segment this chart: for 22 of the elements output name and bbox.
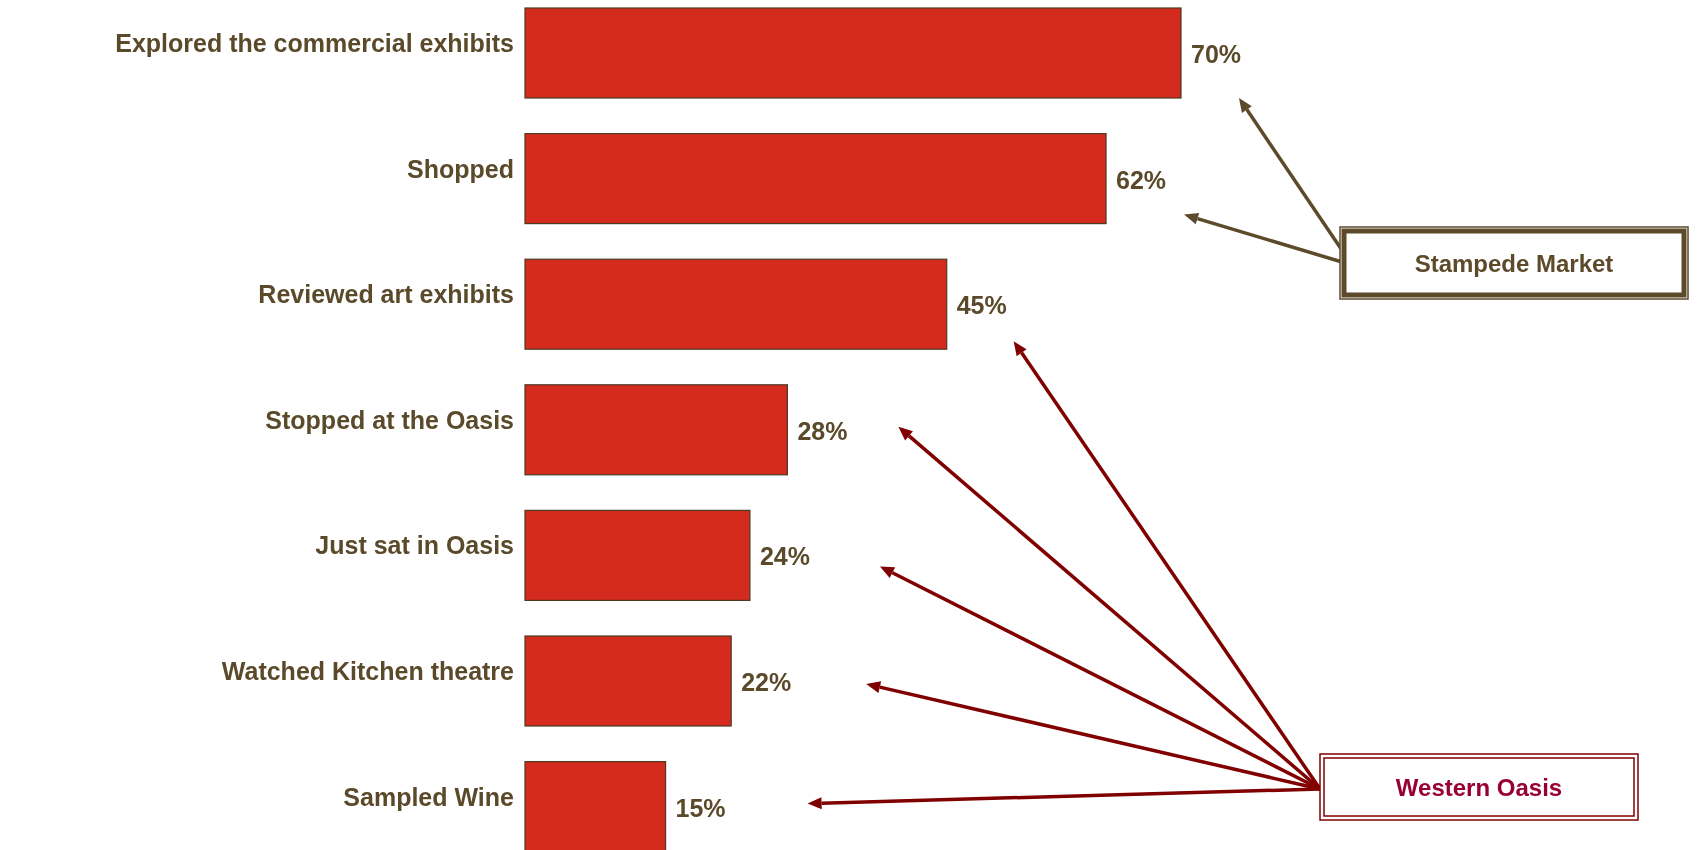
text: Western Oasis — [1395, 774, 1563, 801]
data-label: 24% — [759, 542, 810, 571]
y-tick-label: Shopped — [407, 154, 514, 183]
bar — [524, 509, 751, 601]
bar — [524, 258, 948, 350]
bar — [524, 133, 1107, 225]
y-tick-label: Watched Kitchen theatre — [221, 657, 515, 685]
data-label: 70% — [1191, 40, 1242, 68]
text: Stampede Market — [1414, 250, 1614, 277]
data-label: 22% — [741, 668, 792, 696]
data-label: 62% — [1116, 165, 1167, 194]
y-tick-label: Stopped at the Oasis — [265, 405, 514, 434]
y-tick-label: Sampled Wine — [343, 782, 515, 811]
data-label: 45% — [956, 291, 1007, 320]
bar — [524, 635, 732, 727]
bar — [524, 7, 1182, 99]
y-tick-label: Just sat in Oasis — [315, 531, 514, 560]
data-label: 28% — [797, 416, 848, 445]
data-label: 15% — [675, 793, 726, 822]
bar — [524, 384, 788, 476]
y-tick-label: Explored the commercial exhibits — [115, 29, 514, 57]
y-tick-label: Reviewed art exhibits — [258, 280, 514, 309]
